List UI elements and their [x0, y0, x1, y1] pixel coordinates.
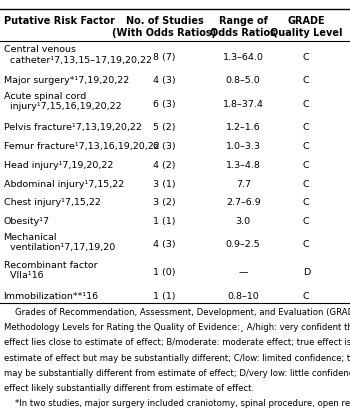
Text: 0.8–10: 0.8–10: [228, 292, 259, 301]
Text: Grades of Recommendation, Assessment, Development, and Evaluation (GRADE): Grades of Recommendation, Assessment, De…: [4, 308, 350, 317]
Text: GRADE
Quality Level: GRADE Quality Level: [270, 16, 343, 38]
Text: Immobilization**¹16: Immobilization**¹16: [4, 292, 99, 301]
Text: C: C: [303, 76, 309, 85]
Text: 1 (0): 1 (0): [153, 268, 176, 277]
Text: 6 (3): 6 (3): [153, 100, 176, 109]
Text: Chest injury¹7,15,22: Chest injury¹7,15,22: [4, 198, 100, 207]
Text: C: C: [303, 217, 309, 226]
Text: 1.2–1.6: 1.2–1.6: [226, 123, 261, 132]
Text: C: C: [303, 180, 309, 189]
Text: 5 (2): 5 (2): [153, 123, 176, 132]
Text: may be substantially different from estimate of effect; D/very low: little confi: may be substantially different from esti…: [4, 369, 350, 378]
Text: Methodology Levels for Rating the Quality of Evidence:¸ A/high: very confident t: Methodology Levels for Rating the Qualit…: [4, 323, 350, 332]
Text: No. of Studies
(With Odds Ratios): No. of Studies (With Odds Ratios): [112, 16, 217, 38]
Text: 0.8–5.0: 0.8–5.0: [226, 76, 261, 85]
Text: Mechanical
  ventilation¹7,17,19,20: Mechanical ventilation¹7,17,19,20: [4, 233, 115, 252]
Text: 7.7: 7.7: [236, 180, 251, 189]
Text: —: —: [238, 268, 248, 277]
Text: 6 (3): 6 (3): [153, 142, 176, 151]
Text: 1.0–3.3: 1.0–3.3: [226, 142, 261, 151]
Text: 3 (1): 3 (1): [153, 180, 176, 189]
Text: 4 (3): 4 (3): [153, 240, 176, 249]
Text: Pelvis fracture¹7,13,19,20,22: Pelvis fracture¹7,13,19,20,22: [4, 123, 141, 132]
Text: *In two studies, major surgery included craniotomy, spinal procedure, open reduc: *In two studies, major surgery included …: [4, 400, 350, 409]
Text: C: C: [303, 292, 309, 301]
Text: C: C: [303, 123, 309, 132]
Text: 3.0: 3.0: [236, 217, 251, 226]
Text: effect likely substantially different from estimate of effect.: effect likely substantially different fr…: [4, 384, 254, 393]
Text: 1.8–37.4: 1.8–37.4: [223, 100, 264, 109]
Text: 3 (2): 3 (2): [153, 198, 176, 207]
Text: Obesity¹7: Obesity¹7: [4, 217, 49, 226]
Text: effect lies close to estimate of effect; B/moderate: moderate effect; true effec: effect lies close to estimate of effect;…: [4, 338, 350, 347]
Text: Range of
Odds Ratios: Range of Odds Ratios: [210, 16, 276, 38]
Text: Head injury¹7,19,20,22: Head injury¹7,19,20,22: [4, 161, 113, 170]
Text: Putative Risk Factor: Putative Risk Factor: [4, 16, 114, 25]
Text: 1.3–4.8: 1.3–4.8: [226, 161, 261, 170]
Text: 4 (3): 4 (3): [153, 76, 176, 85]
Text: 1 (1): 1 (1): [153, 292, 176, 301]
Text: 0.9–2.5: 0.9–2.5: [226, 240, 261, 249]
Text: 1 (1): 1 (1): [153, 217, 176, 226]
Text: C: C: [303, 161, 309, 170]
Text: C: C: [303, 240, 309, 249]
Text: 1.3–64.0: 1.3–64.0: [223, 53, 264, 62]
Text: Major surgery*¹7,19,20,22: Major surgery*¹7,19,20,22: [4, 76, 129, 85]
Text: C: C: [303, 53, 309, 62]
Text: Recombinant factor
  VIIa¹16: Recombinant factor VIIa¹16: [4, 261, 97, 280]
Text: Femur fracture¹7,13,16,19,20,22: Femur fracture¹7,13,16,19,20,22: [4, 142, 159, 151]
Text: Acute spinal cord
  injury¹7,15,16,19,20,22: Acute spinal cord injury¹7,15,16,19,20,2…: [4, 92, 121, 111]
Text: Abdominal injury¹7,15,22: Abdominal injury¹7,15,22: [4, 180, 124, 189]
Text: 8 (7): 8 (7): [153, 53, 176, 62]
Text: 4 (2): 4 (2): [153, 161, 176, 170]
Text: 2.7–6.9: 2.7–6.9: [226, 198, 261, 207]
Text: C: C: [303, 198, 309, 207]
Text: Central venous
  catheter¹7,13,15–17,19,20,22: Central venous catheter¹7,13,15–17,19,20…: [4, 45, 152, 65]
Text: C: C: [303, 100, 309, 109]
Text: D: D: [303, 268, 310, 277]
Text: C: C: [303, 142, 309, 151]
Text: estimate of effect but may be substantially different; C/low: limited confidence: estimate of effect but may be substantia…: [4, 353, 350, 362]
